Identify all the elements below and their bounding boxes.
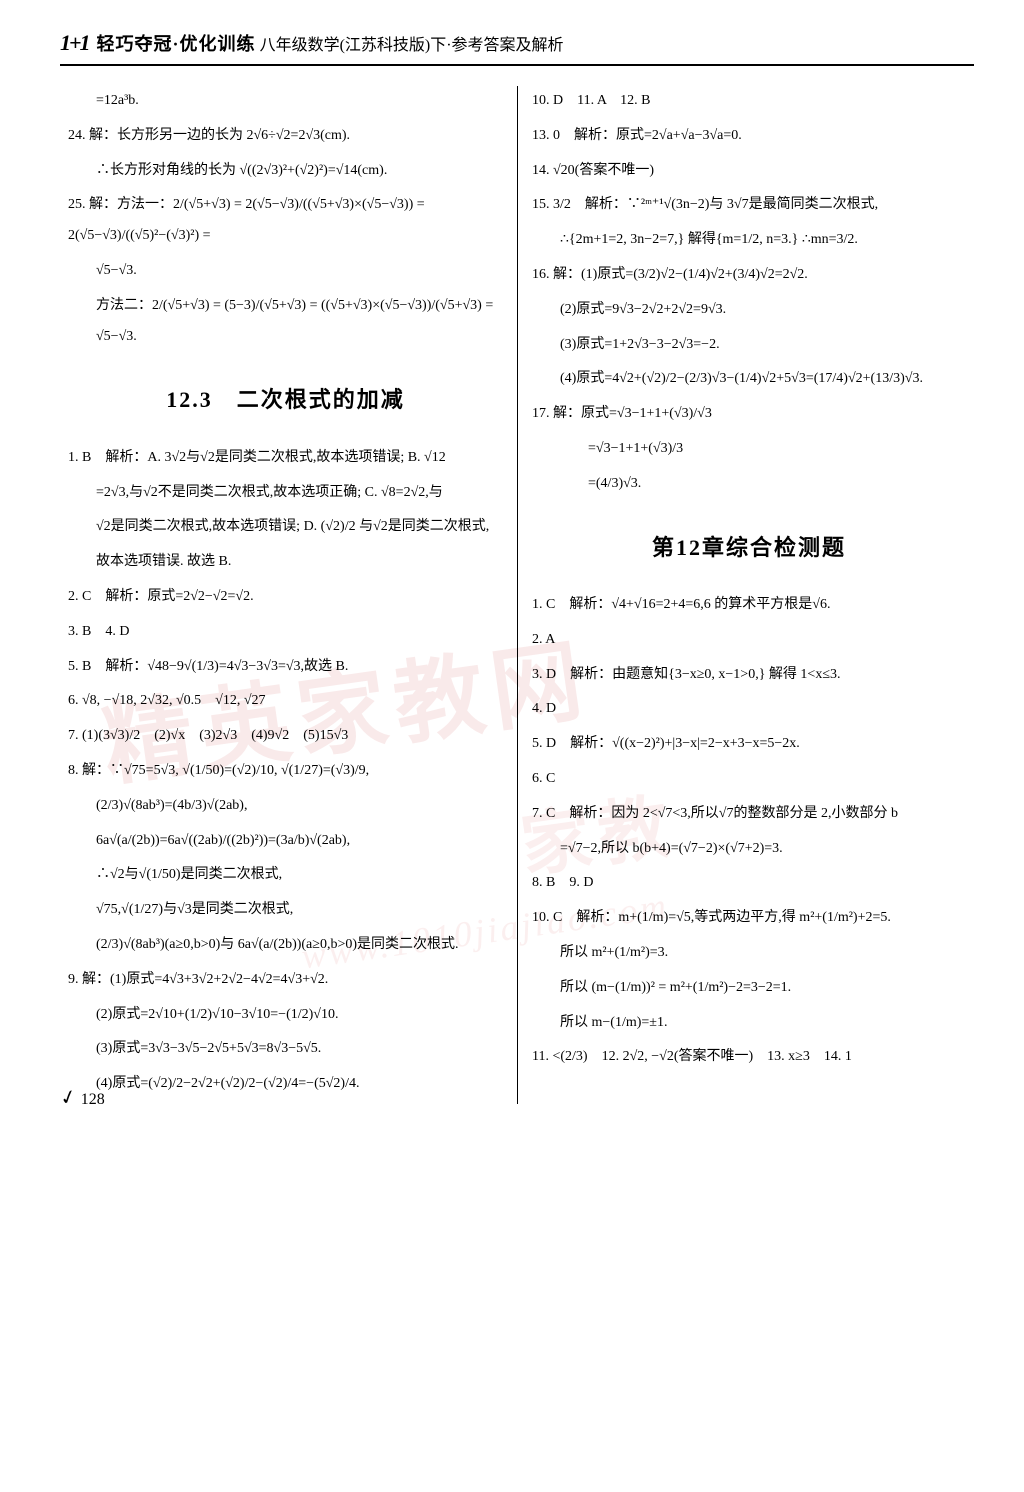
text-line: (3)原式=1+2√3−3−2√3=−2. [532, 330, 966, 361]
text-line: √5−√3. [68, 256, 503, 287]
text-line: 7. C 解析：因为 2<√7<3,所以√7的整数部分是 2,小数部分 b [532, 799, 966, 830]
text-line: 3. B 4. D [68, 617, 503, 648]
text-line: 11. <(2/3) 12. 2√2, −√2(答案不唯一) 13. x≥3 1… [532, 1042, 966, 1073]
text-line: 24. 解：长方形另一边的长为 2√6÷√2=2√3(cm). [68, 121, 503, 152]
text-line: 10. C 解析：m+(1/m)=√5,等式两边平方,得 m²+(1/m²)+2… [532, 903, 966, 934]
text-line: 5. B 解析：√48−9√(1/3)=4√3−3√3=√3,故选 B. [68, 652, 503, 683]
text-line: ∴长方形对角线的长为 √((2√3)²+(√2)²)=√14(cm). [68, 156, 503, 187]
text-line: 3. D 解析：由题意知{3−x≥0, x−1>0,} 解得 1<x≤3. [532, 660, 966, 691]
text-line: =2√3,与√2不是同类二次根式,故本选项正确; C. √8=2√2,与 [68, 478, 503, 509]
text-line: 4. D [532, 694, 966, 725]
text-line: ∴√2与√(1/50)是同类二次根式, [68, 860, 503, 891]
text-line: 所以 (m−(1/m))² = m²+(1/m²)−2=3−2=1. [532, 973, 966, 1004]
text-line: 6a√(a/(2b))=6a√((2ab)/((2b)²))=(3a/b)√(2… [68, 826, 503, 857]
text-line: (2)原式=9√3−2√2+2√2=9√3. [532, 295, 966, 326]
text-line: =√7−2,所以 b(b+4)=(√7−2)×(√7+2)=3. [532, 834, 966, 865]
text-line: (3)原式=3√3−3√5−2√5+5√3=8√3−5√5. [68, 1034, 503, 1065]
text-line: √75,√(1/27)与√3是同类二次根式, [68, 895, 503, 926]
text-line: ∴{2m+1=2, 3n−2=7,} 解得{m=1/2, n=3.} ∴mn=3… [532, 225, 966, 256]
text-line: (4)原式=4√2+(√2)/2−(2/3)√3−(1/4)√2+5√3=(17… [532, 364, 966, 395]
text-line: 7. (1)(3√3)/2 (2)√x (3)2√3 (4)9√2 (5)15√… [68, 721, 503, 752]
text-line: 8. B 9. D [532, 868, 966, 899]
text-line: (4)原式=(√2)/2−2√2+(√2)/2−(√2)/4=−(5√2)/4. [68, 1069, 503, 1100]
text-line: 2. A [532, 625, 966, 656]
text-line: 14. √20(答案不唯一) [532, 156, 966, 187]
text-line: 13. 0 解析：原式=2√a+√a−3√a=0. [532, 121, 966, 152]
text-line: (2/3)√(8ab³)=(4b/3)√(2ab), [68, 791, 503, 822]
text-line: √2是同类二次根式,故本选项错误; D. (√2)/2 与√2是同类二次根式, [68, 512, 503, 543]
text-line: 9. 解：(1)原式=4√3+3√2+2√2−4√2=4√3+√2. [68, 965, 503, 996]
text-line: =√3−1+1+(√3)/3 [532, 434, 966, 465]
text-line: 故本选项错误. 故选 B. [68, 547, 503, 578]
header-sub: 八年级数学(江苏科技版)下·参考答案及解析 [260, 31, 564, 55]
text-line: 17. 解：原式=√3−1+1+(√3)/√3 [532, 399, 966, 430]
text-line: 6. C [532, 764, 966, 795]
header-logo: 1+1 [60, 30, 89, 56]
content-columns: =12a³b. 24. 解：长方形另一边的长为 2√6÷√2=2√3(cm). … [60, 86, 974, 1104]
text-line: 10. D 11. A 12. B [532, 86, 966, 117]
text-line: 15. 3/2 解析：∵²ᵐ⁺¹√(3n−2)与 3√7是最简同类二次根式, [532, 190, 966, 221]
page-header: 1+1 轻巧夺冠·优化训练 八年级数学(江苏科技版)下·参考答案及解析 [60, 30, 974, 66]
text-line: 8. 解：∵√75=5√3, √(1/50)=(√2)/10, √(1/27)=… [68, 756, 503, 787]
text-line: =12a³b. [68, 86, 503, 117]
text-line: (2)原式=2√10+(1/2)√10−3√10=−(1/2)√10. [68, 1000, 503, 1031]
section-title: 12.3 二次根式的加减 [68, 376, 503, 424]
text-line: 1. B 解析：A. 3√2与√2是同类二次根式,故本选项错误; B. √12 [68, 443, 503, 474]
text-line: 2. C 解析：原式=2√2−√2=√2. [68, 582, 503, 613]
text-line: 所以 m−(1/m)=±1. [532, 1008, 966, 1039]
right-column: 10. D 11. A 12. B 13. 0 解析：原式=2√a+√a−3√a… [517, 86, 974, 1104]
text-line: =(4/3)√3. [532, 469, 966, 500]
left-column: =12a³b. 24. 解：长方形另一边的长为 2√6÷√2=2√3(cm). … [60, 86, 517, 1104]
text-line: 6. √8, −√18, 2√32, √0.5 √12, √27 [68, 686, 503, 717]
text-line: 5. D 解析：√((x−2)²)+|3−x|=2−x+3−x=5−2x. [532, 729, 966, 760]
section-title: 第12章综合检测题 [532, 524, 966, 572]
text-line: 16. 解：(1)原式=(3/2)√2−(1/4)√2+(3/4)√2=2√2. [532, 260, 966, 291]
text-line: 25. 解：方法一：2/(√5+√3) = 2(√5−√3)/((√5+√3)×… [68, 190, 503, 252]
text-line: 所以 m²+(1/m²)=3. [532, 938, 966, 969]
text-line: 方法二：2/(√5+√3) = (5−3)/(√5+√3) = ((√5+√3)… [68, 291, 503, 353]
text-line: 1. C 解析：√4+√16=2+4=6,6 的算术平方根是√6. [532, 590, 966, 621]
text-line: (2/3)√(8ab³)(a≥0,b>0)与 6a√(a/(2b))(a≥0,b… [68, 930, 503, 961]
header-title: 轻巧夺冠·优化训练 [97, 30, 256, 56]
